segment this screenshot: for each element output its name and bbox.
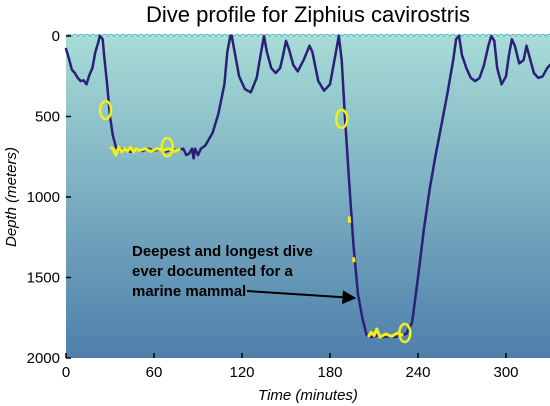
x-tick-label: 180: [317, 364, 342, 381]
plot-background: [66, 36, 550, 358]
annotation-line-1: Deepest and longest dive: [132, 243, 313, 260]
tag-marker-ellipse: [398, 322, 412, 344]
tag-marker-ellipse: [160, 136, 174, 158]
x-tick-label: 120: [229, 364, 254, 381]
annotation-line-3: marine mammal: [132, 283, 246, 300]
x-tick-label: 0: [62, 364, 70, 381]
y-tick-label: 500: [35, 109, 60, 126]
y-tick-label: 0: [52, 28, 60, 45]
tagged-data-highlights: [109, 145, 404, 339]
highlight-segment: [352, 257, 356, 263]
annotation-line-2: ever documented for a: [132, 263, 294, 280]
x-axis-label: Time (minutes): [258, 387, 358, 404]
y-tick-label: 1000: [27, 189, 60, 206]
chart-title: Dive profile for Ziphius cavirostris: [146, 2, 470, 27]
y-axis: 0 500 1000 1500 2000: [27, 28, 71, 367]
highlight-segment: [109, 145, 181, 157]
highlight-segment: [366, 327, 404, 339]
x-axis: 0 60 120 180 240 300: [62, 353, 519, 381]
annotation-arrow: [246, 290, 357, 305]
tag-marker-ellipse: [98, 99, 113, 121]
x-tick-label: 60: [146, 364, 163, 381]
y-tick-label: 1500: [27, 270, 60, 287]
x-tick-label: 240: [405, 364, 430, 381]
y-tick-label: 2000: [27, 350, 60, 367]
x-tick-label: 300: [493, 364, 518, 381]
highlight-segment: [347, 216, 352, 223]
tag-marker-ellipse: [334, 108, 349, 130]
tag-markers: [98, 99, 412, 344]
y-axis-label: Depth (meters): [3, 147, 20, 247]
water-surface-wave: [65, 33, 550, 38]
